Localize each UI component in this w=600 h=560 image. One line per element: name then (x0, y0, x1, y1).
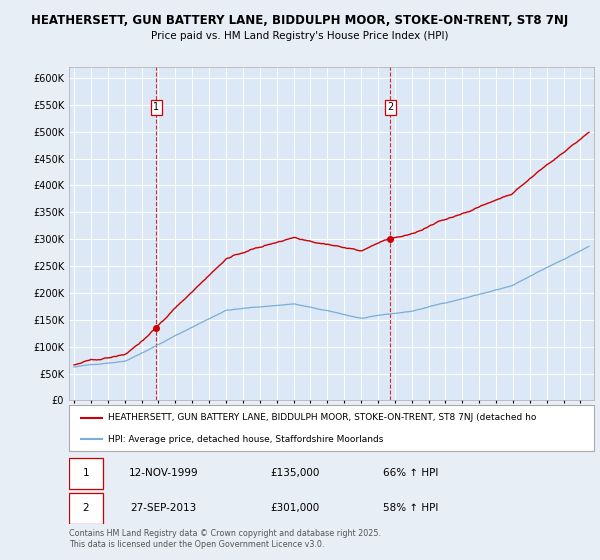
Text: 27-SEP-2013: 27-SEP-2013 (130, 503, 197, 513)
Text: 2: 2 (387, 102, 394, 112)
Text: £135,000: £135,000 (270, 468, 319, 478)
FancyBboxPatch shape (69, 458, 103, 488)
Text: HEATHERSETT, GUN BATTERY LANE, BIDDULPH MOOR, STOKE-ON-TRENT, ST8 7NJ (detached : HEATHERSETT, GUN BATTERY LANE, BIDDULPH … (109, 413, 537, 422)
Text: 12-NOV-1999: 12-NOV-1999 (128, 468, 199, 478)
Text: Price paid vs. HM Land Registry's House Price Index (HPI): Price paid vs. HM Land Registry's House … (151, 31, 449, 41)
Text: £301,000: £301,000 (270, 503, 319, 513)
FancyBboxPatch shape (69, 493, 103, 524)
Text: 1: 1 (153, 102, 160, 112)
FancyBboxPatch shape (69, 405, 594, 451)
Text: 58% ↑ HPI: 58% ↑ HPI (383, 503, 438, 513)
Text: HEATHERSETT, GUN BATTERY LANE, BIDDULPH MOOR, STOKE-ON-TRENT, ST8 7NJ: HEATHERSETT, GUN BATTERY LANE, BIDDULPH … (31, 14, 569, 27)
Text: 2: 2 (82, 503, 89, 513)
Text: Contains HM Land Registry data © Crown copyright and database right 2025.
This d: Contains HM Land Registry data © Crown c… (69, 529, 381, 549)
Text: 1: 1 (82, 468, 89, 478)
Text: 66% ↑ HPI: 66% ↑ HPI (383, 468, 438, 478)
Text: HPI: Average price, detached house, Staffordshire Moorlands: HPI: Average price, detached house, Staf… (109, 435, 384, 444)
